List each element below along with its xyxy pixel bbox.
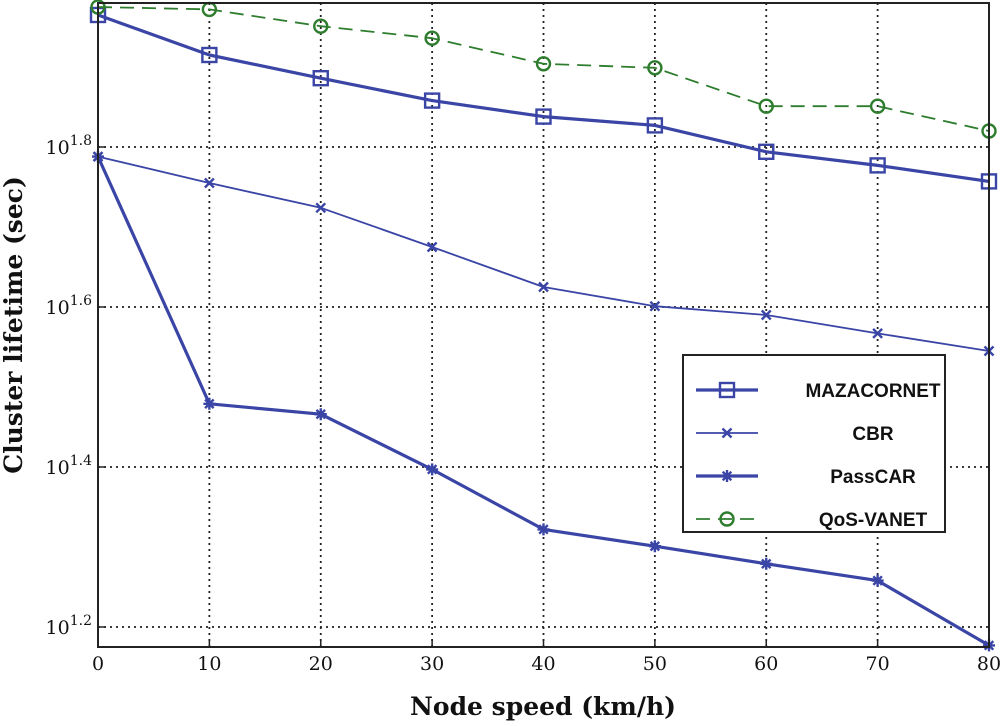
series-point-x (315, 202, 327, 214)
series-point-star (760, 557, 773, 570)
legend-item: QoS-VANET (696, 510, 928, 531)
series-point-square (312, 69, 329, 87)
x-tick-label: 70 (866, 653, 890, 675)
series-point-circle (758, 98, 774, 114)
series-mazacornet (89, 6, 998, 190)
legend-label: PassCAR (830, 467, 916, 488)
series-point-x (872, 328, 883, 339)
series-point-star (721, 470, 733, 482)
y-tick-label: 101.6 (46, 293, 93, 319)
legend-label: CBR (852, 424, 893, 445)
series-point-circle (535, 56, 552, 72)
series-point-star (314, 408, 327, 421)
series-point-square (869, 157, 886, 174)
y-tick-label: 101.8 (46, 133, 92, 159)
series-line (97, 6, 990, 132)
legend-label: MAZACORNET (805, 381, 940, 402)
series-point-star (537, 523, 550, 536)
series-point-square (423, 92, 441, 109)
x-tick-label: 10 (197, 653, 221, 675)
series-line (97, 13, 990, 183)
series-point-square (201, 46, 218, 64)
x-tick-label: 80 (977, 653, 1001, 675)
series-point-star (871, 574, 884, 587)
grid-layer (98, 3, 989, 647)
legend-box (682, 354, 946, 533)
legend-item: PassCAR (696, 467, 916, 488)
series-point-circle (424, 30, 440, 46)
y-tick-label: 101.4 (46, 453, 93, 479)
series-point-circle (869, 98, 886, 114)
series-point-square (535, 108, 552, 125)
series-layer (89, 0, 998, 652)
series-point-star (426, 463, 439, 476)
series-point-x (538, 281, 549, 293)
series-point-star (203, 397, 216, 410)
series-point-x (721, 427, 733, 439)
legend: MAZACORNET CBR PassCAR QoS-VANET (682, 354, 946, 533)
y-axis-title: Cluster lifetime (sec) (0, 176, 28, 474)
x-tick-label: 50 (643, 653, 667, 675)
series-point-circle (647, 60, 663, 76)
series-point-x (649, 300, 661, 312)
x-tick-label: 30 (420, 653, 444, 675)
series-cbr (92, 151, 995, 357)
legend-label: QoS-VANET (819, 510, 928, 531)
series-point-circle (313, 18, 329, 34)
series-point-circle (719, 511, 735, 527)
x-tick-label: 60 (754, 653, 778, 675)
x-tick-label: 0 (92, 653, 104, 675)
series-point-star (648, 540, 661, 553)
series-point-square (718, 381, 736, 399)
series-point-square (758, 143, 775, 161)
series-point-x (760, 309, 772, 321)
series-point-x (426, 241, 438, 253)
series-point-square (646, 117, 664, 134)
x-tick-label: 20 (309, 653, 333, 675)
series-point-x (204, 177, 215, 189)
legend-item: MAZACORNET (696, 381, 941, 402)
ticks-layer: 0 10 20 30 40 50 60 70 80 101.2 101.4 101.6 101.8 (46, 133, 1001, 675)
y-tick-label: 101.2 (46, 613, 92, 639)
x-tick-label: 40 (531, 653, 555, 675)
series-qos-vanet (90, 0, 997, 139)
legend-item: CBR (696, 424, 894, 445)
x-axis-title: Node speed (km/h) (410, 692, 676, 721)
